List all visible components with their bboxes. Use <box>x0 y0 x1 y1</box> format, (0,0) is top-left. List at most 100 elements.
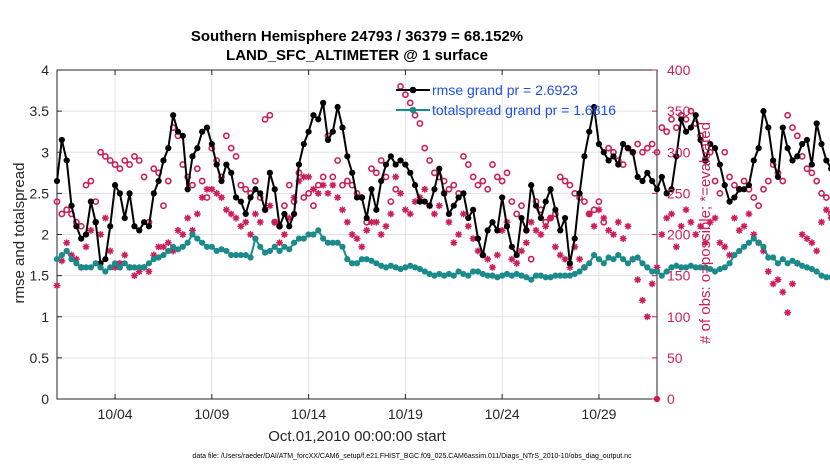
y-tick-label-left: 0.5 <box>30 350 50 366</box>
totalspread-point <box>160 251 167 259</box>
rmse-point <box>126 190 133 197</box>
rmse-point <box>615 161 622 168</box>
obs-possible-point <box>648 140 656 148</box>
rmse-point <box>290 210 298 218</box>
totalspread-point <box>397 265 404 273</box>
obs-evaluated-point <box>421 185 429 193</box>
rmse-point <box>320 99 327 106</box>
totalspread-point <box>755 239 762 246</box>
obs-evaluated-point <box>319 181 327 189</box>
obs-evaluated-point <box>256 218 264 226</box>
obs-possible-point <box>101 152 109 160</box>
rmse-point <box>629 149 636 156</box>
obs-evaluated-point <box>677 222 685 230</box>
rmse-point <box>116 190 124 197</box>
totalspread-point <box>411 264 419 271</box>
rmse-point <box>445 210 453 218</box>
obs-evaluated-point <box>551 243 559 251</box>
obs-evaluated-point <box>658 231 666 238</box>
totalspread-point <box>576 268 583 275</box>
legend-rmse-label: rmse grand pr = 2.6923 <box>432 82 578 98</box>
totalspread-point <box>445 270 453 278</box>
totalspread-point <box>770 254 777 261</box>
rmse-point <box>673 153 680 160</box>
rmse-point <box>731 194 738 201</box>
rmse-point <box>774 173 782 181</box>
obs-possible-point <box>822 194 830 201</box>
obs-evaluated-point <box>735 226 743 234</box>
rmse-point <box>237 198 244 205</box>
totalspread-point <box>813 268 820 275</box>
obs-evaluated-point <box>571 243 579 251</box>
y-axis-label-right: # of obs: o=possible; *=evaluated <box>697 122 714 344</box>
obs-evaluated-point <box>411 198 419 205</box>
rmse-point <box>808 161 815 168</box>
obs-possible-point <box>343 177 351 185</box>
rmse-point <box>813 120 820 127</box>
obs-possible-point <box>474 181 482 189</box>
totalspread-point <box>353 260 361 267</box>
y-tick-label-right: 50 <box>667 350 683 366</box>
obs-evaluated-point <box>726 251 733 259</box>
obs-evaluated-point <box>682 206 690 214</box>
rmse-point <box>387 153 394 160</box>
totalspread-point <box>213 247 220 255</box>
rmse-point <box>750 157 757 164</box>
totalspread-point <box>523 274 530 281</box>
rmse-point <box>121 214 128 222</box>
obs-evaluated-point <box>266 202 274 210</box>
rmse-point <box>702 157 709 164</box>
obs-possible-point <box>401 91 409 99</box>
rmse-point <box>499 194 506 201</box>
obs-evaluated-point <box>82 243 90 251</box>
obs-evaluated-point <box>218 194 225 201</box>
rmse-point <box>174 128 182 135</box>
totalspread-point <box>789 257 796 264</box>
obs-possible-point <box>716 189 724 197</box>
obs-evaluated-point <box>276 239 283 247</box>
rmse-point <box>765 124 772 131</box>
y-tick-label-left: 3.5 <box>30 103 50 119</box>
totalspread-point <box>552 272 559 279</box>
obs-evaluated-point <box>692 231 700 238</box>
obs-possible-point <box>300 194 308 201</box>
totalspread-point <box>247 254 254 261</box>
rmse-point <box>295 161 303 168</box>
totalspread-point <box>668 264 675 271</box>
totalspread-point <box>610 256 617 263</box>
rmse-point <box>789 157 796 164</box>
obs-evaluated-point <box>106 247 114 255</box>
rmse-point <box>165 145 172 152</box>
x-tick-label: 10/29 <box>581 406 616 422</box>
x-tick-label: 10/04 <box>98 406 133 422</box>
rmse-point <box>474 235 482 242</box>
totalspread-point <box>663 268 670 275</box>
y-tick-label-right: 150 <box>667 268 691 284</box>
obs-evaluated-point <box>663 214 671 222</box>
totalspread-point <box>707 265 714 273</box>
obs-evaluated-point <box>522 239 530 247</box>
obs-possible-point <box>503 169 511 177</box>
x-tick-label: 10/24 <box>485 406 520 422</box>
rmse-point <box>581 153 588 160</box>
rmse-point <box>271 186 278 193</box>
totalspread-point <box>687 262 694 269</box>
totalspread-point <box>450 272 457 279</box>
rmse-point <box>528 182 535 189</box>
x-axis-label: Oct.01,2010 00:00:00 start <box>268 428 446 445</box>
obs-possible-point <box>808 169 816 177</box>
obs-evaluated-point <box>203 185 211 193</box>
totalspread-point <box>261 249 269 256</box>
totalspread-point <box>726 260 733 267</box>
obs-evaluated-point <box>619 235 627 243</box>
obs-evaluated-point <box>324 189 332 197</box>
obs-evaluated-point <box>213 189 221 197</box>
rmse-point <box>658 173 665 181</box>
obs-evaluated-point <box>227 210 235 218</box>
rmse-point <box>450 202 457 209</box>
obs-possible-point <box>489 161 496 168</box>
obs-possible-point <box>411 111 419 119</box>
obs-possible-point <box>251 177 259 185</box>
obs-possible-point <box>663 128 671 136</box>
totalspread-point <box>779 256 786 263</box>
